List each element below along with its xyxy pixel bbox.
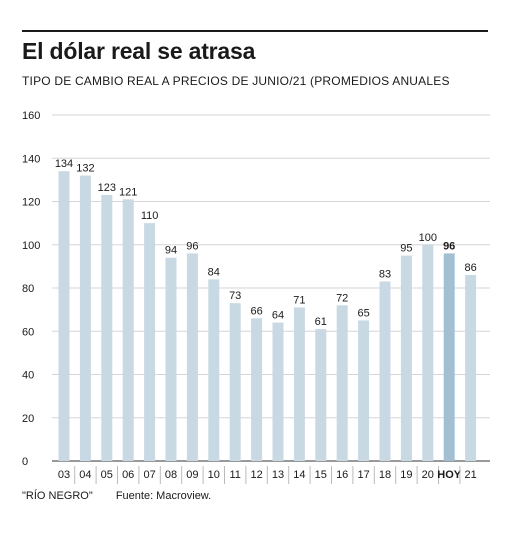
x-tick-label: 07 (143, 469, 155, 481)
x-tick-label: 14 (293, 469, 305, 481)
bar (465, 275, 477, 461)
data-label: 86 (464, 262, 476, 274)
bar (400, 255, 412, 461)
data-label: 65 (357, 307, 369, 319)
bar (422, 244, 434, 461)
bar (358, 320, 370, 461)
x-tick-label: 19 (400, 469, 412, 481)
bar (79, 175, 91, 462)
x-tick-label: 12 (250, 469, 262, 481)
data-label: 83 (379, 269, 391, 281)
bar (379, 281, 391, 461)
data-label: 100 (419, 232, 437, 244)
x-tick-label: 03 (58, 469, 70, 481)
source-note: Fuente: Macroview. (115, 490, 212, 502)
data-label: 96 (443, 240, 455, 252)
data-label: 64 (272, 310, 284, 322)
x-tick-label: 11 (229, 469, 240, 481)
x-tick-label: 10 (208, 469, 220, 481)
data-label: 61 (315, 316, 327, 328)
chart-title: El dólar real se atrasa (22, 38, 256, 64)
data-label: 96 (186, 240, 198, 252)
data-label: 110 (141, 210, 159, 222)
data-label: 84 (208, 266, 220, 278)
footer: "RÍO NEGRO" Fuente: Macroview. (22, 490, 211, 502)
bar (229, 303, 241, 461)
bar (165, 257, 177, 461)
bar (293, 307, 305, 461)
y-tick-label: 140 (22, 153, 40, 165)
bar (58, 171, 70, 461)
publisher-credit: "RÍO NEGRO" (22, 490, 93, 502)
data-label: 71 (293, 294, 305, 306)
x-tick-label: HOY (437, 469, 462, 481)
data-label: 95 (400, 243, 412, 255)
data-label: 132 (76, 163, 94, 175)
x-tick-label: 05 (101, 469, 113, 481)
y-tick-label: 120 (22, 197, 40, 209)
x-tick-label: 17 (357, 469, 369, 481)
data-label: 134 (55, 158, 73, 170)
x-tick-label: 04 (79, 469, 91, 481)
y-tick-label: 160 (22, 110, 40, 122)
data-label: 72 (336, 292, 348, 304)
x-tick-label: 20 (422, 469, 434, 481)
x-tick-label: 09 (186, 469, 198, 481)
y-tick-label: 80 (22, 283, 34, 295)
y-tick-label: 60 (22, 326, 34, 338)
y-tick-label: 0 (22, 456, 28, 468)
x-tick-label: 08 (165, 469, 177, 481)
top-rule (22, 30, 488, 32)
x-tick-label: 16 (336, 469, 348, 481)
x-tick-label: 06 (122, 469, 134, 481)
y-tick-label: 100 (22, 240, 40, 252)
chart-subtitle: TIPO DE CAMBIO REAL A PRECIOS DE JUNIO/2… (22, 74, 450, 88)
bar (208, 279, 220, 461)
bar (101, 195, 113, 461)
data-label: 121 (119, 186, 137, 198)
data-label: 94 (165, 245, 177, 257)
bar (251, 318, 263, 461)
bar (272, 322, 284, 461)
y-tick-label: 40 (22, 370, 34, 382)
x-tick-label: 13 (272, 469, 284, 481)
data-label: 73 (229, 290, 241, 302)
bar (122, 199, 134, 461)
x-tick-label: 15 (315, 469, 327, 481)
bar (144, 223, 156, 461)
bar (315, 329, 327, 461)
y-tick-label: 20 (22, 413, 34, 425)
bar (186, 253, 198, 461)
bar (336, 305, 348, 461)
data-label: 66 (250, 305, 262, 317)
x-tick-label: 18 (379, 469, 391, 481)
data-label: 123 (98, 182, 116, 194)
x-tick-label: 21 (464, 469, 476, 481)
bar (443, 253, 455, 461)
